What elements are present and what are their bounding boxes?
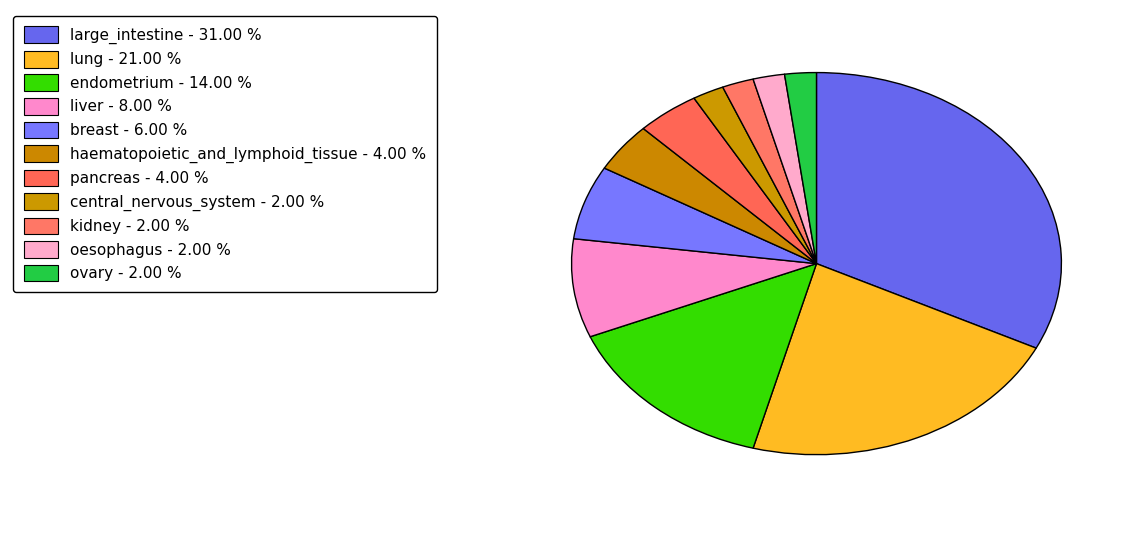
- Wedge shape: [572, 239, 816, 337]
- Wedge shape: [574, 168, 816, 264]
- Wedge shape: [590, 264, 816, 448]
- Wedge shape: [816, 73, 1061, 348]
- Wedge shape: [722, 79, 816, 264]
- Legend: large_intestine - 31.00 %, lung - 21.00 %, endometrium - 14.00 %, liver - 8.00 %: large_intestine - 31.00 %, lung - 21.00 …: [14, 16, 437, 292]
- Wedge shape: [753, 264, 1036, 455]
- Wedge shape: [785, 73, 816, 264]
- Wedge shape: [643, 98, 816, 264]
- Wedge shape: [604, 129, 816, 264]
- Wedge shape: [753, 74, 816, 264]
- Wedge shape: [694, 87, 816, 264]
